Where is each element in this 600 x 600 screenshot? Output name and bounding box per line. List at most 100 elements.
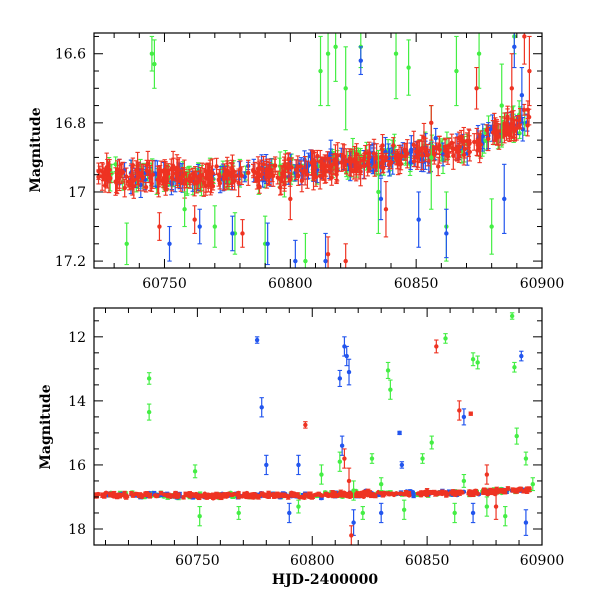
outlier-point-green [149,35,155,72]
x-tick-label: 60800 [290,553,335,569]
outlier-point-blue [461,408,467,426]
outlier-point-green [337,451,343,472]
data-point-red [129,491,134,496]
outlier-point-red [493,493,499,520]
data-point-red [217,492,222,498]
data-point-red [512,488,517,493]
data-point-red [246,159,251,186]
data-point-red [444,493,449,498]
data-point-red [365,156,371,173]
data-point-red [380,133,385,157]
outlier-point-blue [197,208,202,245]
data-point-red [527,488,532,493]
data-point-red [490,489,496,495]
outlier-point-blue [323,232,328,268]
data-point-red [357,491,362,497]
outlier-point-blue [502,163,507,234]
outlier-point-green [401,499,407,520]
data-point-red [423,146,428,157]
data-point-red [329,169,334,186]
outlier-point-red [303,421,308,429]
plot-area [94,312,536,545]
data-point-red [505,486,511,491]
data-point-red [299,169,305,193]
data-point-blue [433,127,438,149]
outlier-point-blue [296,454,301,476]
outlier-point-blue [397,430,402,436]
data-point-red [251,495,256,500]
x-tick-label: 60750 [142,276,187,292]
outlier-point-blue [293,239,298,268]
outlier-point-red [346,467,352,495]
data-point-red [486,126,491,152]
data-point-red [143,181,149,193]
data-point-red [502,117,507,138]
bottom-y-axis-label: Magnitude [38,384,54,469]
data-point-red [256,163,261,186]
data-point-red [179,170,184,185]
data-point-red [163,168,169,191]
data-point-red [195,494,201,499]
data-point-red [496,123,502,150]
outlier-point-green [452,502,457,524]
data-point-red [391,137,396,154]
outlier-point-blue [519,350,524,362]
outlier-point-red [383,181,389,238]
data-point-red [139,168,144,183]
data-point-red [433,491,438,497]
data-point-red [474,127,480,156]
data-point-red [266,493,272,499]
data-point-red [516,488,521,493]
outlier-point-green [192,464,198,479]
outlier-point-blue [444,208,449,259]
data-point-red [104,152,109,183]
data-point-red [154,493,159,499]
data-point-red [184,171,189,189]
data-point-red [293,159,299,181]
outlier-point-green [385,361,391,380]
data-point-red [483,490,488,495]
outlier-point-blue [264,454,269,476]
outlier-point-green [333,33,338,82]
data-point-red [419,134,425,163]
bottom-x-axis-label: HJD-2400000 [272,572,379,588]
outlier-point-red [527,35,532,107]
outlier-point-red [484,464,490,485]
data-point-red [99,162,105,191]
data-point-red [358,161,363,172]
data-point-red [230,165,236,177]
data-point-red [472,488,477,494]
data-point-red [100,492,105,498]
outlier-point-green [182,191,187,228]
y-tick-label: 18 [68,522,86,538]
y-tick-label: 16 [68,458,86,474]
data-point-red [203,163,208,179]
outlier-point-red [325,236,331,268]
data-point-red [130,166,135,196]
outlier-point-blue [470,502,476,524]
outlier-point-blue [254,336,260,344]
data-point-red [169,163,175,192]
top-panel: Magnitude 60750 60800 60850 60900 16.6 16.8 17… [28,32,565,292]
y-tick-label: 14 [68,394,86,410]
outlier-point-green [484,496,490,517]
data-point-red [318,149,323,173]
outlier-point-blue [523,509,529,536]
data-point-red [147,494,153,499]
outlier-point-green [351,480,356,501]
data-point-red [168,494,173,500]
data-point-red [305,160,310,189]
data-point-red [325,151,330,167]
data-point-red [468,490,473,497]
data-point-red [115,494,120,500]
data-point-red [317,492,322,497]
data-point-red [460,136,465,146]
data-point-red [354,493,359,499]
outlier-point-blue [378,177,384,221]
data-point-red [455,145,460,159]
outlier-point-green [476,33,482,89]
data-point-red [264,164,270,181]
data-point-red [135,171,140,186]
x-tick-label: 60900 [520,276,565,292]
outlier-point-green [530,477,536,492]
